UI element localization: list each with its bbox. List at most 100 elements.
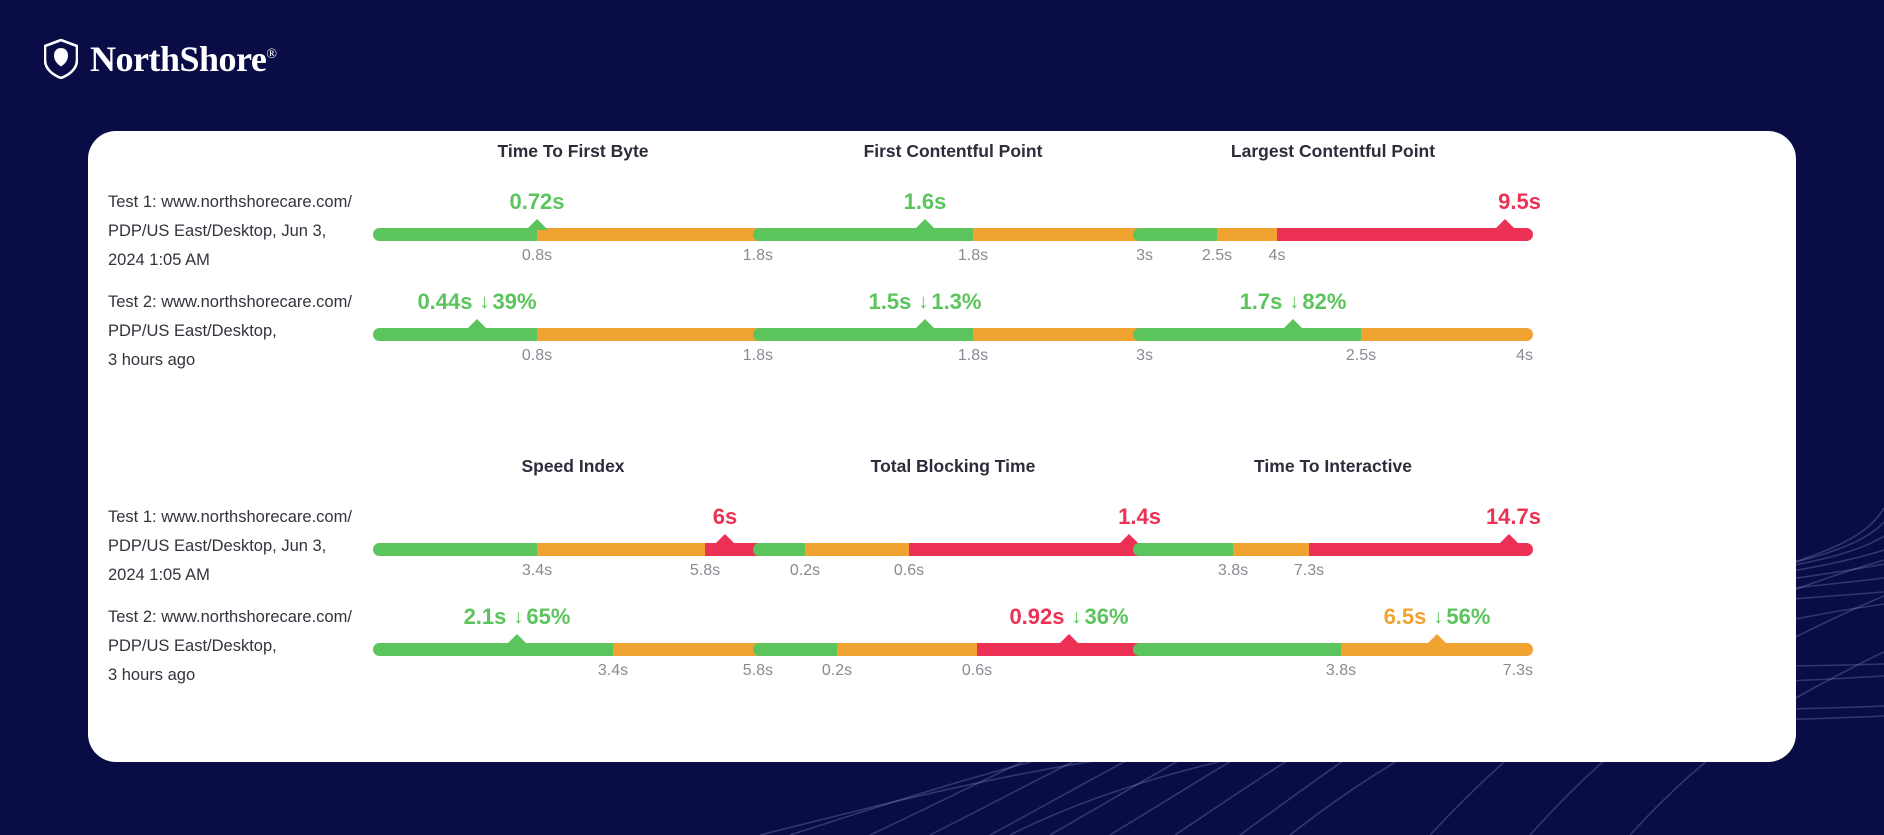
bar-marker-icon [1426,634,1448,645]
bar-tick-label: 3.8s [1217,562,1249,579]
shield-icon [44,39,78,79]
metric-threshold-bar [373,643,773,656]
bar-segment-0 [1133,643,1341,656]
bar-ticks: 2.5s 4s [1133,347,1533,369]
bar-segment-0 [1133,543,1233,556]
bar-segment-1 [1233,543,1309,556]
bar-tick-label: 4s [1268,247,1286,264]
metric-delta-value: 56% [1446,604,1491,629]
metric-value-group: 1.5s ↓ 1.3% [869,289,982,315]
arrow-down-icon: ↓ [479,291,490,313]
row-label-test-2: Test 2: www.northshorecare.com/ PDP/US E… [108,608,352,684]
metric-value-group: 1.6s [904,189,947,215]
bar-segment-1 [805,543,909,556]
bar-segment-0 [373,543,537,556]
metric-bar-wrap [373,534,773,556]
brand-logo: NorthShore® [44,38,277,80]
bar-tick-label: 5.8s [742,662,773,679]
bar-tick-label: 2.5s [1345,347,1377,364]
row-label-test-2: Test 2: www.northshorecare.com/ PDP/US E… [108,293,352,369]
row-label-test-1: Test 1: www.northshorecare.com/ PDP/US E… [108,193,352,269]
arrow-down-icon: ↓ [1433,606,1444,628]
bar-tick-label: 0.6s [893,562,925,579]
bar-segment-1 [537,328,773,341]
bar-segment-1 [973,328,1153,341]
bar-tick-label: 0.2s [789,562,821,579]
arrow-down-icon: ↓ [1071,606,1082,628]
bar-ticks: 0.2s 0.6s [753,562,1153,584]
metric-bar-wrap [1133,219,1533,241]
metric-bar-wrap [753,219,1153,241]
panel-title-time-to-interactive: Time To Interactive [1254,456,1412,476]
metric-threshold-bar [373,328,773,341]
bar-ticks: 3.8s 7.3s [1133,562,1533,584]
bar-segment-1 [1361,328,1533,341]
panel-title-time-to-first-byte: Time To First Byte [497,141,649,161]
bar-tick-label: 7.3s [1293,562,1325,579]
bar-ticks: 1.8s 3s [753,247,1153,269]
metric-threshold-bar [373,543,773,556]
bar-segment-2 [1277,228,1533,241]
metric-bar-wrap [1133,634,1533,656]
metric-threshold-bar [753,543,1153,556]
metric-value-group: 14.7s [1486,504,1541,530]
bar-segment-0 [1133,328,1361,341]
bar-ticks: 0.2s 0.6s [753,662,1153,684]
metric-value-group: 1.4s [1118,504,1161,530]
metric-value: 1.7s [1239,289,1283,314]
metric-delta: ↓ 39% [480,289,537,315]
bar-segment-0 [373,228,537,241]
metric-threshold-bar [753,228,1153,241]
bar-ticks: 3.4s 5.8s [373,562,773,584]
bar-segment-1 [537,228,773,241]
bar-tick-label: 4s [1516,347,1533,364]
bar-ticks: 3.4s 5.8s [373,662,773,684]
bar-ticks: 0.8s 1.8s [373,247,773,269]
performance-report-card: Time To First Byte First Contentful Point… [88,131,1796,762]
metric-delta: ↓ 65% [513,604,570,630]
bar-tick-label: 0.8s [521,247,553,264]
metric-bar-wrap [1133,319,1533,341]
bar-tick-label: 3s [1136,347,1153,364]
bar-marker-icon [466,319,488,330]
metric-value: 6.5s [1383,604,1427,629]
metric-delta-value: 36% [1084,604,1129,629]
bar-ticks: 1.8s 3s [753,347,1153,369]
metric-value-group: 6s [713,504,737,530]
metric-value: 0.44s [417,289,473,314]
metric-delta: ↓ 82% [1289,289,1346,315]
metric-delta-value: 82% [1302,289,1347,314]
bar-segment-2 [977,643,1153,656]
metric-bar-wrap [373,319,773,341]
metric-value: 1.5s [868,289,912,314]
metric-delta-value: 65% [526,604,571,629]
metric-bar-wrap [373,634,773,656]
bar-marker-icon [714,534,736,545]
bar-ticks: 3.8s 7.3s [1133,662,1533,684]
metric-threshold-bar [1133,228,1533,241]
metric-threshold-bar [753,328,1153,341]
arrow-down-icon: ↓ [513,606,524,628]
metric-delta: ↓ 1.3% [918,289,981,315]
metric-bar-wrap [373,219,773,241]
bar-marker-icon [506,634,528,645]
bar-segment-1 [613,643,773,656]
bar-tick-label: 1.8s [957,247,989,264]
bar-marker-icon [1494,219,1516,230]
metric-value-group: 0.44s ↓ 39% [417,289,536,315]
metric-delta-value: 1.3% [931,289,982,314]
panel-title-first-contentful-point: First Contentful Point [863,141,1043,161]
bar-segment-0 [373,643,613,656]
metric-delta-value: 39% [492,289,537,314]
panel-title-speed-index: Speed Index [521,456,625,476]
brand-name: NorthShore® [90,38,277,80]
metric-value: 9.5s [1498,189,1541,214]
bar-tick-label: 3.8s [1325,662,1357,679]
bar-tick-label: 1.8s [957,347,989,364]
bar-tick-label: 0.6s [961,662,993,679]
metric-value-group: 2.1s ↓ 65% [464,604,571,630]
bar-tick-label: 3.4s [521,562,553,579]
bar-segment-1 [973,228,1153,241]
metric-threshold-bar [373,228,773,241]
metric-value: 0.92s [1009,604,1065,629]
